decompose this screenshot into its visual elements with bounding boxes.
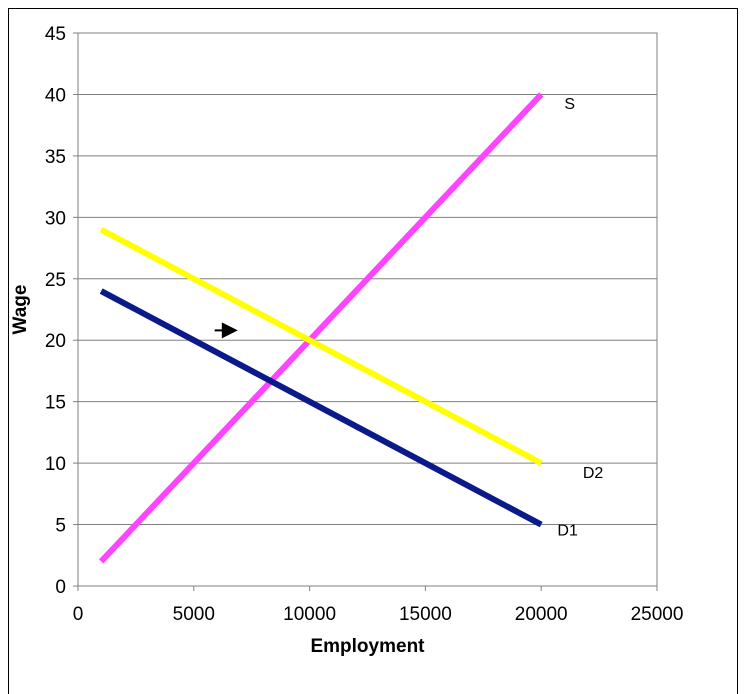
x-tick-label: 0 [73, 604, 84, 625]
y-tick-label: 35 [45, 147, 66, 168]
y-tick-labels: 0 5 10 15 20 25 30 35 40 45 [45, 24, 78, 598]
series-line-s [98, 92, 544, 564]
right-arrow-icon [214, 322, 238, 339]
series-labels: S D2 D1 [557, 96, 603, 539]
y-tick-label: 15 [45, 393, 66, 414]
y-tick-label: 5 [55, 516, 66, 537]
y-tick-label: 25 [45, 270, 66, 291]
x-tick-label: 10000 [283, 604, 336, 625]
y-tick-label: 20 [45, 331, 66, 352]
series-lines [98, 92, 544, 564]
y-tick-label: 10 [45, 454, 66, 475]
y-tick-label: 40 [45, 85, 66, 106]
y-tick-label: 45 [45, 24, 66, 45]
y-axis-label: Wage [10, 285, 31, 335]
series-label-d1: D1 [557, 523, 578, 540]
series-line-d1 [99, 288, 543, 528]
x-tick-label: 25000 [631, 604, 684, 625]
grid-lines [78, 93, 657, 526]
x-tick-label: 15000 [399, 604, 452, 625]
plot-area [77, 32, 658, 587]
x-tick-label: 20000 [515, 604, 568, 625]
y-tick-label: 30 [45, 208, 66, 229]
series-label-d2: D2 [583, 465, 604, 482]
y-tick-label: 0 [55, 577, 66, 598]
series-label-s: S [564, 96, 575, 113]
annotations [214, 322, 238, 339]
frame-border [8, 8, 738, 694]
x-axis-label: Employment [310, 636, 425, 657]
series-line-d2 [99, 226, 543, 466]
x-tick-labels: 0 5000 10000 15000 20000 25000 [73, 586, 684, 625]
x-tick-label: 5000 [173, 604, 215, 625]
